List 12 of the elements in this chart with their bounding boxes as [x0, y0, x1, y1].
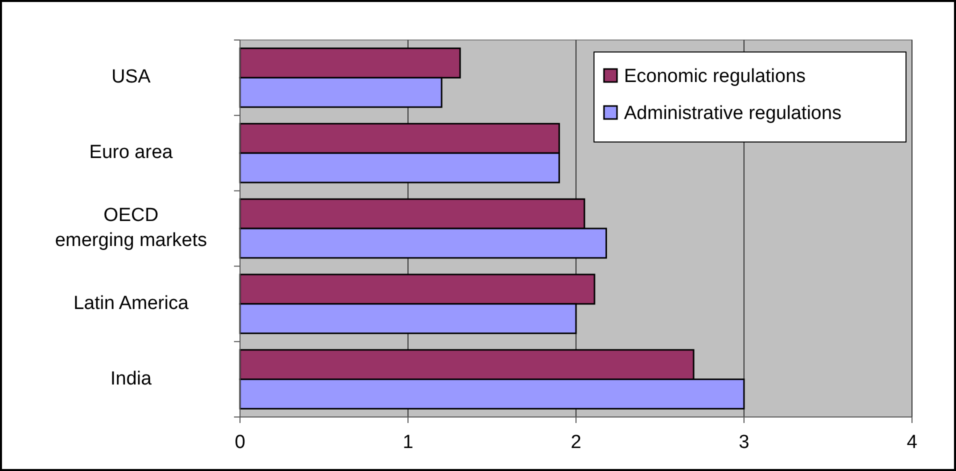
y-tick-label: OECD emerging markets [54, 205, 208, 252]
y-tick-label: USA [111, 66, 151, 88]
legend-label: Administrative regulations [624, 103, 842, 124]
x-tick-label: 1 [402, 432, 414, 453]
y-tick-label: Euro area [89, 142, 174, 164]
legend-label: Economic regulations [624, 66, 806, 87]
y-tick-label: Latin America [73, 292, 189, 314]
y-tick-label: India [110, 368, 152, 390]
x-tick-label: 3 [738, 432, 750, 453]
x-tick-label: 2 [570, 432, 582, 453]
x-tick-label: 4 [906, 432, 918, 453]
x-tick-label: 0 [234, 432, 246, 453]
